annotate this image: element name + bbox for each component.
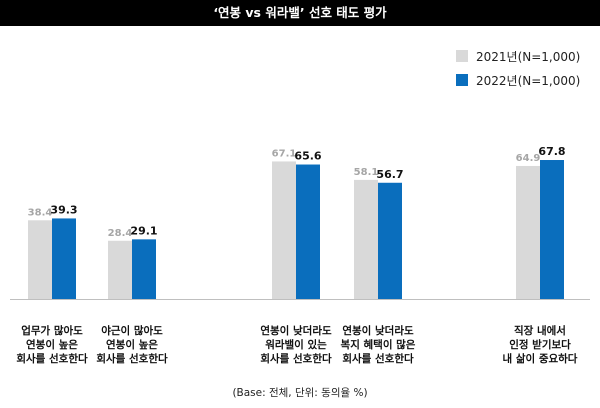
bar-2021-4: [354, 179, 378, 299]
category-label-line: 인정 받기보다: [509, 339, 571, 351]
category-label-line: 회사를 선호한다: [260, 353, 332, 365]
bar-2021-5: [516, 165, 540, 299]
category-label-line: 워라밸이 있는: [265, 339, 327, 351]
data-label-2022-1: 39.3: [50, 203, 77, 216]
category-label-line: 회사를 선호한다: [16, 353, 88, 365]
bar-2021-3: [272, 161, 296, 299]
data-label-2022-4: 56.7: [376, 168, 403, 181]
category-label-line: 직장 내에서: [514, 325, 566, 337]
bar-2021-2: [108, 240, 132, 299]
bar-chart: 38.4 28.4 67.1 58.1 64.9 39.3 29.1 65.6 56.7 67.8: [10, 145, 590, 300]
data-label-2021-3: 67.1: [272, 148, 297, 159]
bar-2022-2: [132, 239, 156, 299]
legend-label-2022: 2022년(N=1,000): [476, 73, 581, 88]
legend-item-2022: 2022년(N=1,000): [456, 68, 580, 92]
data-label-2022-2: 29.1: [130, 224, 157, 237]
category-label-line: 연봉이 높은: [106, 339, 158, 351]
data-label-2021-4: 58.1: [354, 167, 379, 178]
category-label-line: 연봉이 낮더라도: [342, 325, 414, 337]
category-label-line: 회사를 선호한다: [96, 353, 168, 365]
bar-2022-1: [52, 218, 76, 299]
data-label-2022-3: 65.6: [294, 150, 321, 163]
data-label-2021-1: 38.4: [28, 207, 53, 218]
legend: 2021년(N=1,000) 2022년(N=1,000): [456, 44, 580, 92]
bar-2022-5: [540, 160, 564, 299]
data-label-2021-2: 28.4: [108, 228, 133, 239]
category-label-line: 회사를 선호한다: [342, 353, 414, 365]
legend-swatch-2021: [456, 50, 468, 62]
category-label-line: 내 삶이 중요하다: [502, 353, 578, 365]
legend-item-2021: 2021년(N=1,000): [456, 44, 580, 68]
bar-2022-3: [296, 164, 320, 299]
bar-2021-1: [28, 220, 52, 299]
base-footnote: (Base: 전체, 단위: 동의율 %): [232, 387, 368, 399]
category-label-line: 연봉이 높은: [26, 339, 78, 351]
chart-title: ‘연봉 vs 워라밸’ 선호 태도 평가: [0, 0, 600, 26]
legend-swatch-2022: [456, 74, 468, 86]
data-label-2021-5: 64.9: [516, 153, 541, 164]
bar-2022-4: [378, 182, 402, 299]
category-label-line: 야근이 많아도: [101, 325, 163, 337]
category-label-line: 연봉이 낮더라도: [260, 325, 332, 337]
category-label-line: 업무가 많아도: [21, 325, 83, 337]
category-label-line: 복지 혜택이 많은: [340, 339, 416, 351]
data-label-2022-5: 67.8: [538, 145, 565, 158]
legend-label-2021: 2021년(N=1,000): [476, 49, 581, 64]
